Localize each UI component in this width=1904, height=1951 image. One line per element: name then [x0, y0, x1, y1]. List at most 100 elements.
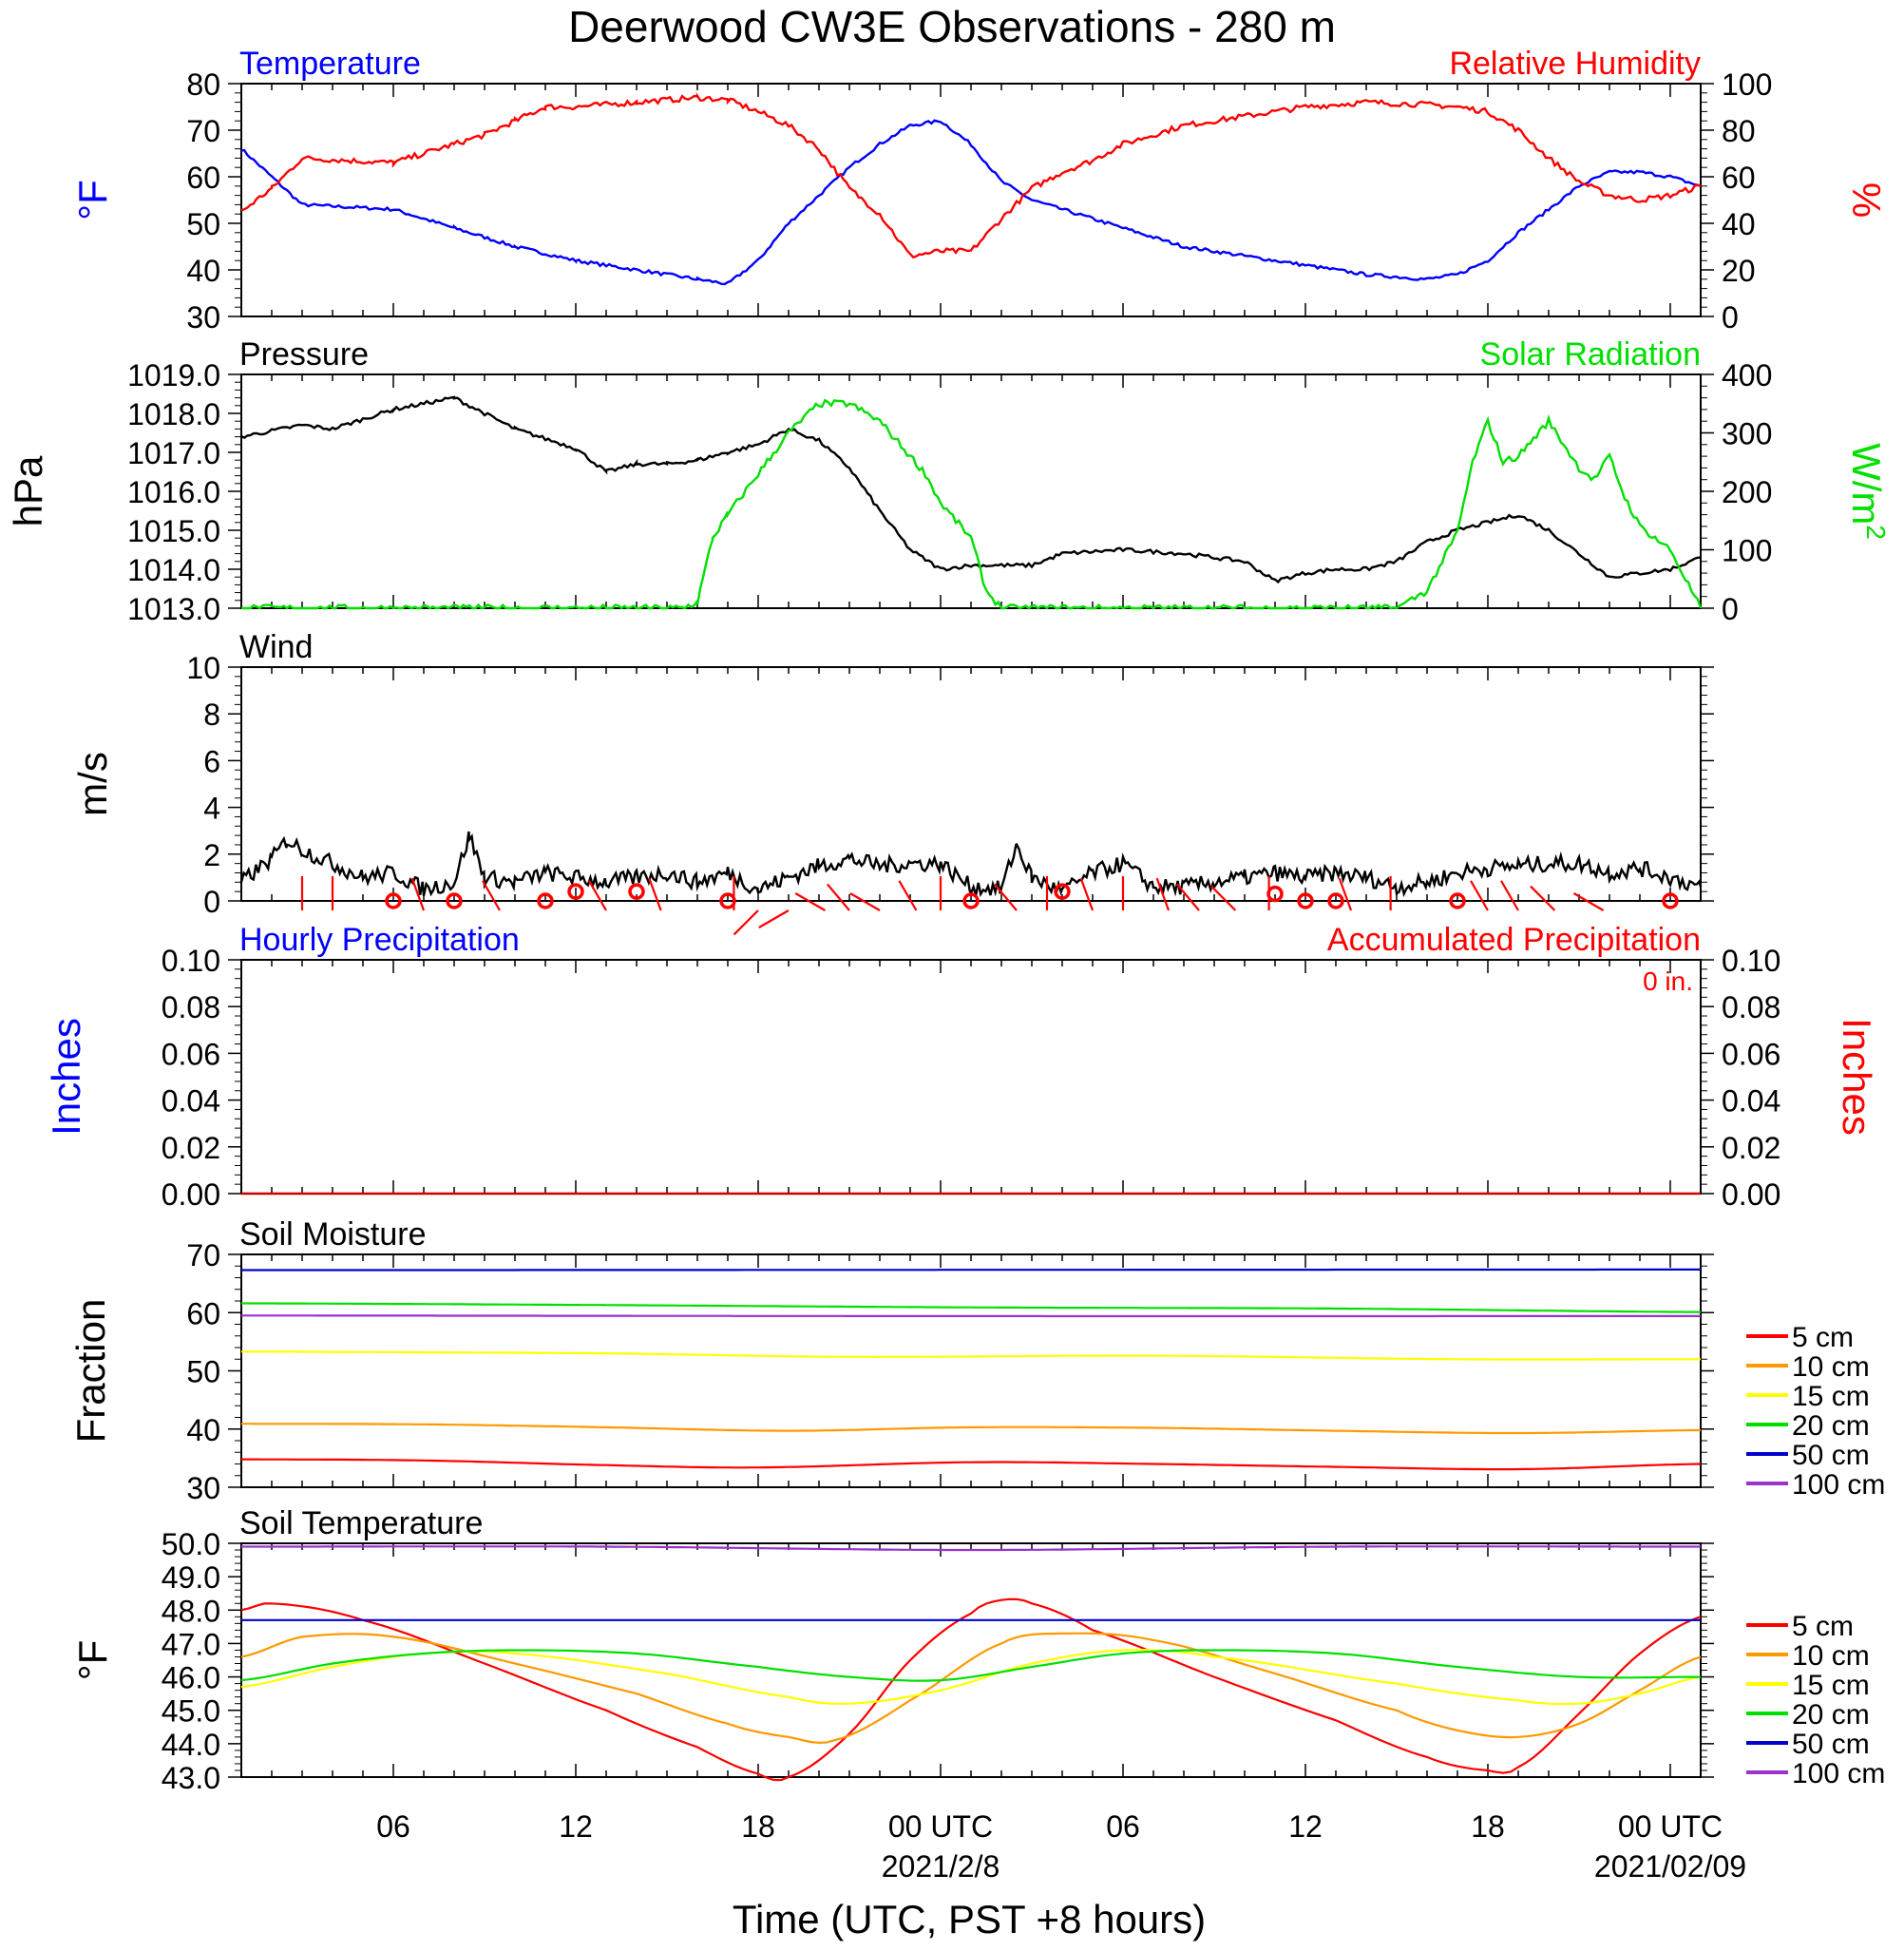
y-tick-label: 1019.0: [127, 358, 220, 392]
y-right-tick-label: 0.10: [1722, 944, 1780, 978]
series-line-temperature: [240, 119, 1702, 286]
y-right-tick-label: 80: [1722, 114, 1756, 148]
panel-frame: [240, 373, 1702, 609]
y-right-tick-label: 40: [1722, 207, 1756, 241]
series-line-pressure: [240, 395, 1702, 584]
wind-barb: [648, 877, 662, 911]
series-line-100-cm: [241, 1314, 1701, 1318]
panel-frame: [240, 83, 1702, 317]
wind-barb: [410, 877, 426, 911]
legend-label: 5 cm: [1792, 1611, 1854, 1642]
y-axis-label-right: %: [1844, 182, 1889, 218]
y-right-tick-label: 0.00: [1722, 1177, 1780, 1212]
y-tick-label: 0.00: [162, 1177, 220, 1212]
x-axis-label: Time (UTC, PST +8 hours): [733, 1897, 1206, 1941]
y-axis-label-left: hPa: [6, 455, 50, 526]
y-axis-label-left: °F: [70, 180, 115, 220]
y-tick-label: 50: [186, 207, 220, 241]
y-axis-label-left: °F: [70, 1640, 115, 1680]
wind-barb: [1176, 883, 1200, 911]
wind-barb: [1500, 880, 1519, 911]
calm-wind-marker: [1297, 892, 1314, 909]
y-right-tick-label: 100: [1722, 67, 1772, 102]
legend-label: 20 cm: [1792, 1410, 1870, 1442]
y-axis-label-left: m/s: [70, 752, 115, 816]
y-right-tick-label: 0: [1722, 592, 1739, 626]
calm-wind-marker: [537, 892, 554, 909]
y-tick-label: 1015.0: [127, 514, 220, 548]
series-line-5-cm: [240, 1597, 1702, 1782]
y-tick-label: 0.10: [162, 944, 220, 978]
y-right-tick-label: 20: [1722, 254, 1756, 288]
wind-barb: [588, 880, 607, 911]
series-line-solar-radiation: [241, 398, 1703, 610]
x-tick-label-3: 00 UTC: [888, 1809, 993, 1844]
series-line-50-cm: [241, 1268, 1701, 1272]
series-line-20-cm: [241, 1302, 1701, 1313]
calm-wind-marker: [962, 892, 980, 909]
wind-barb: [994, 883, 1018, 911]
y-tick-label: 1017.0: [127, 436, 220, 470]
wind-barb: [1338, 877, 1353, 911]
y-tick-label: 0.06: [162, 1037, 220, 1071]
legend-label: 100 cm: [1792, 1469, 1885, 1501]
panel-5: 43.044.045.046.047.048.049.050.0 Soil Tem…: [70, 1505, 1885, 1795]
legend-label: 50 cm: [1792, 1440, 1870, 1471]
y-right-tick-label: 0.04: [1722, 1084, 1780, 1119]
calm-wind-marker: [1449, 892, 1466, 909]
y-right-tick-label: 200: [1722, 475, 1772, 509]
panel-3: 0.00 0.02 0.04 0.06 0.08 0.10 0.00 0.02 0.04 0.06…: [44, 922, 1879, 1212]
wind-barb: [1210, 885, 1237, 911]
y-tick-label: 0.02: [162, 1131, 220, 1165]
calm-wind-marker: [567, 883, 584, 900]
y-tick-label: 48.0: [162, 1594, 220, 1628]
wind-barb: [1079, 877, 1095, 911]
calm-wind-marker: [628, 883, 645, 900]
legend-label: 5 cm: [1792, 1322, 1854, 1353]
panel-title-right: Accumulated Precipitation: [1327, 922, 1701, 958]
y-tick-label: 44.0: [162, 1728, 220, 1762]
y-tick-label: 70: [186, 1238, 220, 1272]
y-axis-label-left: Fraction: [68, 1299, 113, 1444]
y-tick-label: 10: [186, 651, 220, 685]
y-tick-label: 1016.0: [127, 475, 220, 509]
accumulated-total-label: 0 in.: [1643, 966, 1693, 996]
y-tick-label: 8: [203, 698, 220, 732]
panel-title-left: Temperature: [239, 46, 421, 82]
x-tick-label-4: 06: [1106, 1809, 1140, 1844]
wind-barb: [1155, 877, 1171, 911]
y-tick-label: 0.04: [162, 1084, 220, 1119]
panel-title-right: Relative Humidity: [1449, 46, 1701, 82]
x-tick-label-1: 12: [559, 1809, 593, 1844]
y-tick-label: 60: [186, 1296, 220, 1330]
series-line-100-cm: [241, 1545, 1701, 1552]
calm-wind-marker: [1054, 883, 1071, 900]
y-tick-label: 70: [186, 114, 220, 148]
y-tick-label: 0.08: [162, 990, 220, 1024]
calm-wind-marker: [446, 892, 463, 909]
wind-barb: [1572, 892, 1605, 911]
legend-label: 50 cm: [1792, 1729, 1870, 1760]
y-right-tick-label: 0.06: [1722, 1037, 1780, 1071]
calm-wind-marker: [1327, 892, 1344, 909]
legend-label: 10 cm: [1792, 1351, 1870, 1383]
y-axis-label-left: Inches: [44, 1018, 88, 1136]
y-tick-label: 30: [186, 1471, 220, 1505]
y-tick-label: 50.0: [162, 1527, 220, 1561]
y-tick-label: 30: [186, 300, 220, 335]
wind-barb: [733, 909, 759, 936]
y-right-tick-label: 0: [1722, 300, 1739, 335]
y-tick-label: 0: [203, 885, 220, 919]
legend-label: 100 cm: [1792, 1758, 1885, 1789]
wind-barb: [758, 909, 790, 928]
wind-barb: [849, 892, 881, 911]
panel-title-left: Wind: [239, 629, 313, 665]
y-right-tick-label: 60: [1722, 161, 1756, 195]
legend-label: 15 cm: [1792, 1381, 1870, 1412]
x-date-label-2: 2021/02/09: [1594, 1849, 1746, 1884]
panel-0: 30 40 50 60 70 80 0 20 40 60 80 100 Temperature Relat…: [70, 46, 1889, 335]
calm-wind-marker: [1662, 892, 1679, 909]
y-tick-label: 43.0: [162, 1761, 220, 1795]
